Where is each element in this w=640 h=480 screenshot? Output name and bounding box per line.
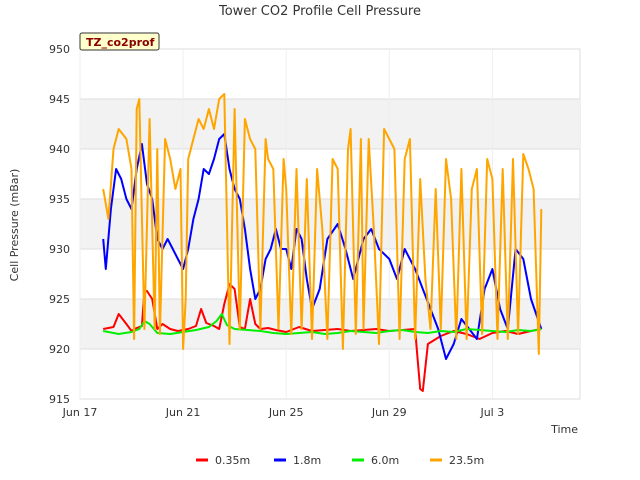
x-tick-label: Jun 29 (371, 406, 407, 419)
legend-label: 0.35m (215, 454, 250, 467)
legend-label: 1.8m (293, 454, 321, 467)
y-tick-label: 950 (49, 43, 70, 56)
y-tick-label: 945 (49, 93, 70, 106)
series-line-6-0m (103, 313, 542, 335)
y-axis-ticks: 915 920 925 930 935 940 945 950 (49, 43, 70, 406)
y-axis-label: Cell Pressure (mBar) (8, 169, 21, 282)
y-tick-label: 920 (49, 343, 70, 356)
x-tick-label: Jun 25 (268, 406, 304, 419)
series-layer (102, 93, 543, 392)
legend: 0.35m 1.8m 6.0m 23.5m (196, 454, 484, 467)
y-tick-label: 915 (49, 393, 70, 406)
y-tick-label: 930 (49, 243, 70, 256)
y-tick-label: 940 (49, 143, 70, 156)
series-line-1-8m (102, 133, 543, 360)
x-tick-label: Jun 17 (62, 406, 98, 419)
legend-label: 6.0m (371, 454, 399, 467)
plot-band (80, 99, 580, 149)
plot-background (79, 48, 581, 400)
chart-title: Tower CO2 Profile Cell Pressure (218, 4, 421, 19)
x-tick-label: Jul 3 (479, 406, 504, 419)
x-axis-label: Time (550, 423, 578, 436)
chart-badge-box (79, 32, 160, 51)
chart-badge-text: TZ_co2prof (86, 36, 155, 49)
chart-badge: TZ_co2prof (79, 32, 160, 51)
x-axis-ticks: Jun 17 Jun 21 Jun 25 Jun 29 Jul 3 (62, 406, 505, 419)
y-tick-label: 925 (49, 293, 70, 306)
y-tick-label: 935 (49, 193, 70, 206)
legend-label: 23.5m (449, 454, 484, 467)
series-line-23-5m (102, 93, 543, 355)
x-tick-label: Jun 21 (165, 406, 201, 419)
series-line-0-35m (103, 283, 542, 392)
